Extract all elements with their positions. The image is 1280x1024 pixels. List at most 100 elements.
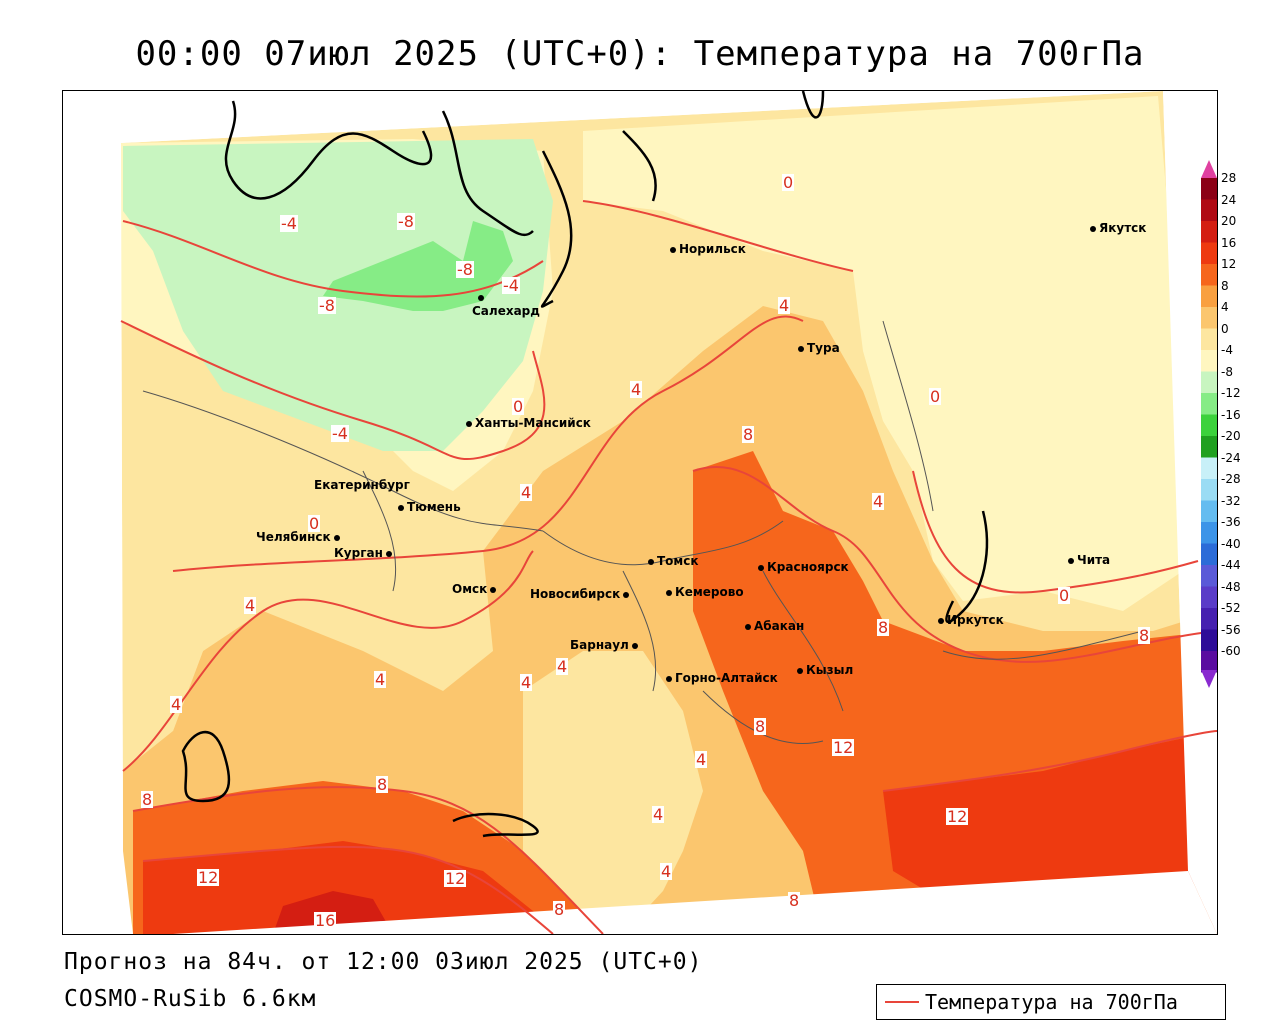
- city-label: Абакан: [754, 619, 805, 633]
- legend-label: Температура на 700гПа: [925, 990, 1178, 1014]
- colorbar-swatch: [1201, 479, 1217, 501]
- colorbar-tick-label: 0: [1221, 321, 1229, 336]
- colorbar-tick-label: -12: [1221, 386, 1241, 400]
- colorbar-tick-label: -60: [1221, 644, 1241, 658]
- city-label: Ханты-Мансийск: [475, 416, 591, 430]
- city-yakutsk: Якутск: [1090, 221, 1146, 235]
- isoline-label: -4: [502, 276, 520, 295]
- isoline-label: -4: [331, 424, 349, 443]
- isoline-label: 4: [520, 673, 533, 692]
- city-label: Норильск: [679, 242, 746, 256]
- city-tura: Тура: [798, 341, 840, 355]
- city-label: Барнаул: [570, 638, 629, 652]
- city-dot: [666, 589, 672, 596]
- isoline-label: 12: [946, 807, 969, 826]
- cold-zone-east: [583, 96, 1198, 611]
- colorbar-tick-label: -52: [1221, 601, 1241, 615]
- colorbar-swatch: [1201, 371, 1217, 393]
- very-hot-zone-southeast: [883, 731, 1217, 901]
- colorbar-tick-label: -24: [1221, 450, 1241, 465]
- city-omsk: Омск: [452, 582, 499, 596]
- city-label: Тюмень: [407, 500, 461, 514]
- city-barnaul: Барнаул: [570, 638, 641, 652]
- colorbar-tick-label: 20: [1221, 214, 1237, 228]
- isoline-label: 8: [141, 790, 154, 809]
- isoline-label: 0: [929, 387, 942, 406]
- colorbar-swatch: [1201, 522, 1217, 544]
- isoline-label: 4: [244, 596, 257, 615]
- colorbar-swatch: [1201, 500, 1217, 522]
- colorbar-swatch: [1201, 307, 1217, 329]
- city-label: Томск: [657, 554, 699, 568]
- isoline-label: 4: [374, 670, 387, 689]
- colorbar-swatch: [1201, 436, 1217, 458]
- forecast-info: Прогноз на 84ч. от 12:00 03июл 2025 (UTC…: [64, 949, 703, 975]
- city-label: Горно-Алтайск: [675, 671, 778, 685]
- isoline-label: 4: [556, 657, 569, 676]
- colorbar-swatch: [1201, 586, 1217, 608]
- map-area[interactable]: [62, 90, 1218, 935]
- city-label: Чита: [1077, 553, 1111, 567]
- isoline-label: -8: [456, 260, 474, 279]
- isoline-label: 12: [832, 738, 855, 757]
- city-label: Тура: [807, 341, 840, 355]
- isoline-label: 0: [308, 514, 321, 533]
- isoline-label: -4: [280, 214, 298, 233]
- isoline-label: 4: [170, 695, 183, 714]
- colorbar-tick-label: -44: [1221, 558, 1241, 572]
- colorbar-swatch: [1201, 457, 1217, 479]
- colorbar-swatch: [1201, 629, 1217, 651]
- colorbar-tick-label: -8: [1221, 364, 1233, 379]
- city-novosibirsk: Новосибирск: [530, 587, 632, 601]
- isoline-label: 0: [1058, 586, 1071, 605]
- city-label: Омск: [452, 582, 488, 596]
- colorbar-swatch: [1201, 608, 1217, 630]
- colorbar-bottom-arrow: [1201, 670, 1217, 688]
- colorbar-swatch: [1201, 285, 1217, 307]
- city-dot: [333, 534, 340, 541]
- colorbar-swatch: [1201, 350, 1217, 372]
- city-khanty-mansiysk: Ханты-Мансийск: [466, 416, 591, 430]
- city-tyumen: Тюмень: [398, 500, 461, 514]
- isoline-label: 4: [695, 750, 708, 769]
- isoline-label: 8: [553, 900, 566, 919]
- colorbar-tick-label: -40: [1221, 536, 1241, 551]
- isoline-label: 4: [652, 805, 665, 824]
- map-title: 00:00 07июл 2025 (UTC+0): Температура на…: [135, 34, 1145, 74]
- city-abakan: Абакан: [745, 619, 804, 633]
- colorbar-swatches: [1201, 178, 1217, 673]
- city-dot: [398, 504, 404, 511]
- isoline-label: 0: [512, 397, 525, 416]
- colorbar-tick-label: -28: [1221, 472, 1241, 486]
- city-dot: [797, 667, 803, 674]
- city-dot: [466, 420, 472, 427]
- isoline-label: 8: [754, 717, 767, 736]
- city-yekaterinburg: Екатеринбург: [314, 478, 410, 492]
- city-dot: [385, 550, 392, 557]
- coastlines: [181, 91, 989, 838]
- city-chelyabinsk: Челябинск: [256, 530, 343, 544]
- city-dot: [798, 345, 804, 352]
- outside-mask-bottom: [133, 871, 1217, 934]
- colorbar-tick-label: 28: [1221, 171, 1237, 185]
- colorbar-tick-label: -56: [1221, 622, 1241, 637]
- isoline-label: 4: [660, 862, 673, 881]
- city-dot: [670, 246, 676, 253]
- colorbar-tick-label: -20: [1221, 429, 1241, 443]
- city-dot: [490, 586, 497, 593]
- isoline-label: 16: [314, 911, 337, 930]
- city-label: Красноярск: [767, 560, 849, 574]
- isoline-label: 4: [778, 296, 791, 315]
- colorbar-scale: [1201, 160, 1217, 688]
- isoline-label: 8: [376, 775, 389, 794]
- city-dot: [745, 623, 751, 630]
- city-gorno-altaysk: Горно-Алтайск: [666, 671, 778, 685]
- city-dot: [623, 591, 630, 598]
- legend: Температура на 700гПа: [876, 984, 1226, 1020]
- colorbar-swatch: [1201, 328, 1217, 350]
- city-label: Салехард: [472, 304, 540, 318]
- colorbar-swatch: [1201, 565, 1217, 587]
- city-tomsk: Томск: [648, 554, 699, 568]
- colorbar-tick-label: -4: [1221, 343, 1233, 357]
- isoline-label: 8: [1138, 626, 1151, 645]
